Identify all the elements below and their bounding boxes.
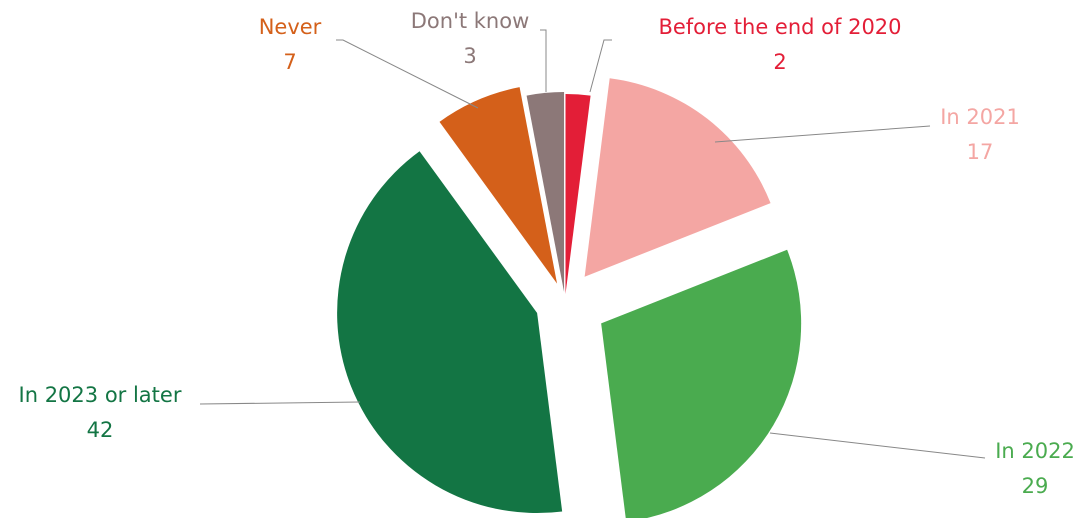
slice-value: 7 bbox=[283, 50, 296, 74]
leader-line bbox=[199, 401, 361, 405]
pie-slice bbox=[337, 151, 563, 514]
pie-slice bbox=[601, 249, 802, 522]
slice-label: In 2021 bbox=[940, 105, 1020, 129]
slice-label: Never bbox=[259, 15, 322, 39]
leader-line bbox=[714, 125, 931, 143]
slice-value: 2 bbox=[773, 50, 786, 74]
leader-line bbox=[336, 39, 479, 109]
slice-label: Before the end of 2020 bbox=[658, 15, 901, 39]
slice-label: In 2022 bbox=[995, 439, 1075, 463]
slice-value: 17 bbox=[967, 140, 994, 164]
slice-value: 3 bbox=[463, 44, 476, 68]
leader-line bbox=[769, 432, 986, 459]
pie-slice bbox=[439, 87, 558, 284]
slice-value: 29 bbox=[1022, 474, 1049, 498]
slice-label: Don't know bbox=[411, 9, 530, 33]
leader-line bbox=[589, 39, 612, 93]
slice-value: 42 bbox=[87, 418, 114, 442]
pie-slice bbox=[526, 92, 565, 293]
pie-slice bbox=[565, 94, 591, 295]
pie-slice bbox=[584, 78, 771, 277]
slice-label: In 2023 or later bbox=[19, 383, 182, 407]
leader-line bbox=[540, 29, 547, 92]
